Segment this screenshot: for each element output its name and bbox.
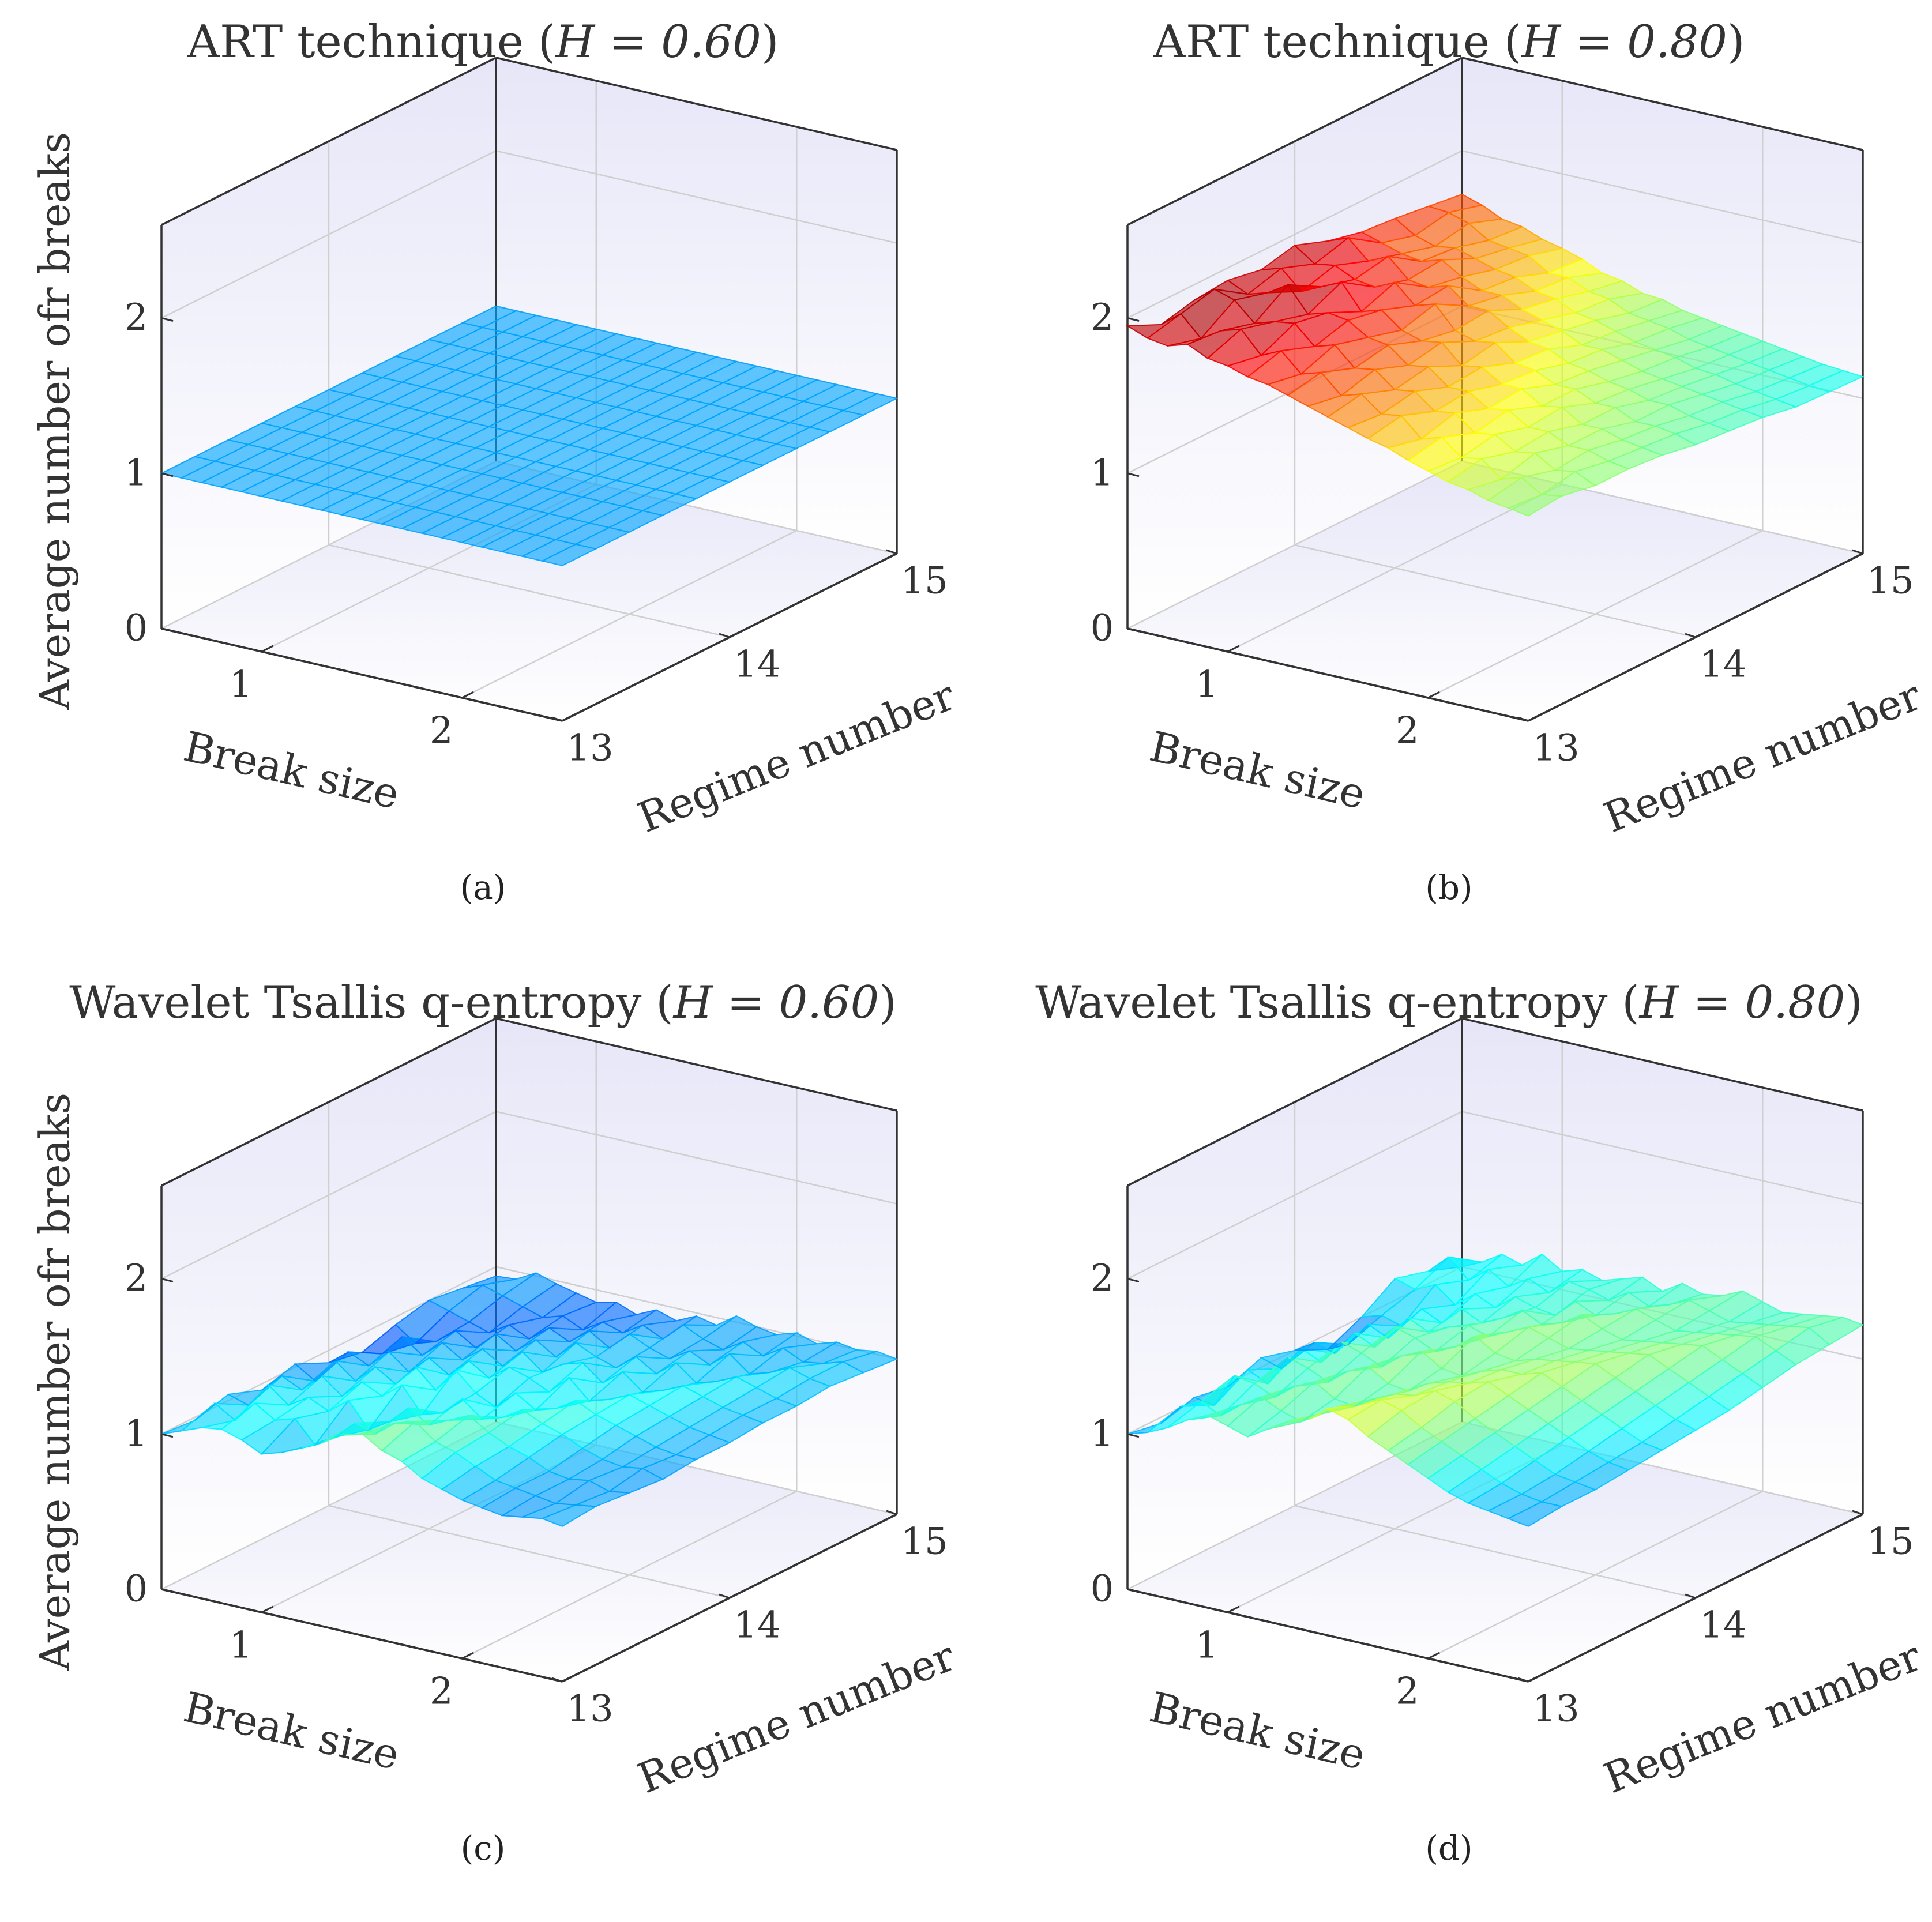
chart-title: Wavelet Tsallis q-entropy (H = 0.60): [69, 977, 897, 1029]
z-tick-label: 2: [125, 296, 148, 339]
surface: [1127, 1253, 1865, 1527]
y-tick-label: 15: [901, 560, 948, 603]
surface-cell: [841, 393, 899, 416]
chart-title-text: ART technique: [1153, 16, 1490, 68]
surface: [161, 1272, 899, 1527]
chart-title: ART technique (H = 0.80): [1153, 16, 1745, 68]
surface-cell: [1808, 1317, 1865, 1346]
y-tick-label: 15: [901, 1521, 948, 1563]
x-axis-label: Break size: [179, 1683, 404, 1779]
panel-caption: (c): [460, 1829, 506, 1868]
chart-panel: ART technique (H = 0.80) (b) 1 2 13 14 15 0 1 2 Br…: [966, 0, 1932, 961]
y-axis-label: Regime number: [1597, 671, 1927, 842]
z-axis-label: Average number ofr breaks: [31, 132, 79, 710]
x-tick-label: 1: [1195, 664, 1219, 706]
chart-title-param: H = 0.60: [555, 16, 761, 68]
x-tick-label: 1: [229, 1624, 253, 1667]
y-tick-label: 14: [734, 1604, 780, 1647]
x-tick-label: 2: [430, 710, 453, 753]
y-tick-label: 13: [566, 1688, 613, 1731]
x-tick-label: 1: [229, 664, 253, 706]
surface-cell: [1807, 370, 1865, 393]
surface: [160, 305, 899, 566]
chart-panel: ART technique (H = 0.60) (a) 1 2 13 14 15 0 1 2 Br…: [0, 0, 966, 961]
y-axis-label: Regime number: [1597, 1631, 1927, 1803]
x-axis-label: Break size: [1145, 1683, 1370, 1779]
z-tick-label: 1: [1091, 452, 1114, 494]
chart-title-param: H = 0.60: [673, 977, 879, 1029]
z-tick-label: 1: [1091, 1412, 1114, 1455]
z-tick-label: 0: [1091, 607, 1114, 650]
y-tick-label: 13: [566, 727, 613, 770]
x-axis-label: Break size: [1145, 722, 1370, 818]
chart-panel: Wavelet Tsallis q-entropy (H = 0.80) (d) 1…: [966, 961, 1932, 1921]
x-tick-label: 2: [1396, 710, 1419, 753]
chart-title: Wavelet Tsallis q-entropy (H = 0.80): [1035, 977, 1863, 1029]
y-tick-label: 15: [1867, 1521, 1914, 1563]
x-tick-label: 2: [1396, 1671, 1419, 1713]
surface: [1125, 193, 1865, 517]
panel-caption: (a): [460, 868, 506, 907]
z-tick-label: 0: [125, 1568, 148, 1611]
y-tick-label: 13: [1532, 727, 1579, 770]
y-tick-label: 14: [734, 644, 780, 686]
chart-title-text: ART technique: [187, 16, 524, 68]
chart-panel: Wavelet Tsallis q-entropy (H = 0.60) (c) 1…: [0, 961, 966, 1921]
y-axis-label: Regime number: [631, 1631, 961, 1803]
z-tick-label: 0: [1091, 1568, 1114, 1611]
panel-caption: (b): [1425, 868, 1473, 907]
z-tick-label: 1: [125, 1412, 148, 1455]
y-tick-label: 14: [1700, 1604, 1746, 1647]
y-tick-label: 14: [1700, 644, 1746, 686]
surface-cell: [841, 1351, 899, 1374]
z-tick-label: 2: [1091, 1257, 1114, 1300]
z-tick-label: 2: [125, 1257, 148, 1300]
panel-caption: (d): [1425, 1829, 1473, 1868]
y-axis-label: Regime number: [631, 671, 961, 842]
x-tick-label: 1: [1195, 1624, 1219, 1667]
chart-title-param: H = 0.80: [1639, 977, 1845, 1029]
z-tick-label: 2: [1091, 296, 1114, 339]
y-tick-label: 13: [1532, 1688, 1579, 1731]
chart-title-param: H = 0.80: [1521, 16, 1727, 68]
x-axis-label: Break size: [179, 722, 404, 818]
z-axis-label: Average number ofr breaks: [31, 1093, 79, 1671]
z-tick-label: 1: [125, 452, 148, 494]
chart-title-text: Wavelet Tsallis q-entropy: [69, 977, 642, 1029]
chart-title-text: Wavelet Tsallis q-entropy: [1035, 977, 1608, 1029]
y-tick-label: 15: [1867, 560, 1914, 603]
x-tick-label: 2: [430, 1671, 453, 1713]
chart-title: ART technique (H = 0.60): [187, 16, 779, 68]
z-tick-label: 0: [125, 607, 148, 650]
